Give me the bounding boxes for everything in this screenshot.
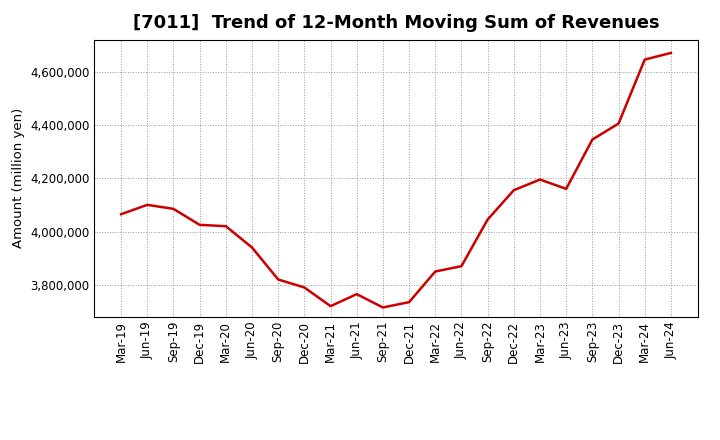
Title: [7011]  Trend of 12-Month Moving Sum of Revenues: [7011] Trend of 12-Month Moving Sum of R… [132,15,660,33]
Y-axis label: Amount (million yen): Amount (million yen) [12,108,24,248]
